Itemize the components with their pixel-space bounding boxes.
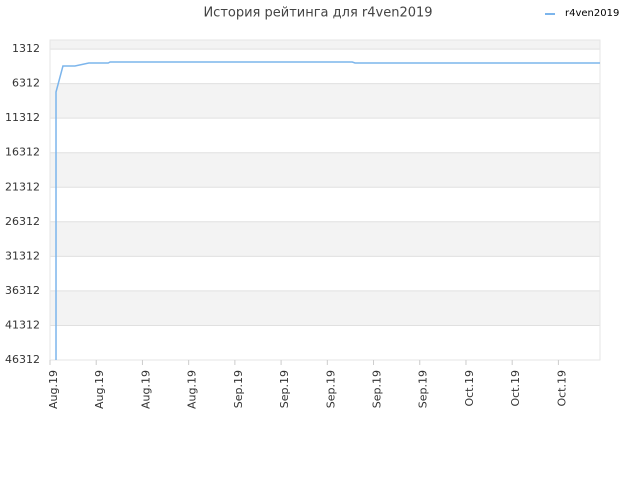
x-tick-label: Sep.19 [324, 370, 337, 408]
grid-band [50, 40, 600, 50]
y-tick-label: 1312 [12, 42, 40, 55]
x-tick-label: Sep.19 [371, 370, 384, 408]
y-tick-label: 36312 [5, 284, 40, 297]
y-tick-label: 16312 [5, 146, 40, 159]
y-tick-label: 6312 [12, 77, 40, 90]
x-tick-label: Oct.19 [463, 370, 476, 407]
x-tick-label: Sep.19 [278, 370, 291, 408]
plot-border [49, 39, 601, 361]
grid-band [50, 83, 600, 119]
x-tick-label: Aug.19 [93, 370, 106, 409]
legend-label: r4ven2019 [565, 8, 619, 19]
grid-band [50, 152, 600, 188]
x-tick-label: Oct.19 [555, 370, 568, 407]
y-tick-label: 11312 [5, 111, 40, 124]
y-tick-label: 26312 [5, 215, 40, 228]
y-tick-label: 46312 [5, 353, 40, 366]
x-tick-label: Sep.19 [232, 370, 245, 408]
x-tick-label: Oct.19 [509, 370, 522, 407]
y-tick-label: 31312 [5, 249, 40, 262]
chart-title: История рейтинга для r4ven2019 [203, 6, 432, 21]
x-tick-label: Aug.19 [139, 370, 152, 409]
grid-band [50, 290, 600, 326]
y-tick-label: 41312 [5, 318, 40, 331]
x-tick-label: Sep.19 [417, 370, 430, 408]
x-tick-label: Aug.19 [47, 370, 60, 409]
y-tick-label: 21312 [5, 180, 40, 193]
grid-band [50, 221, 600, 257]
x-tick-label: Aug.19 [186, 370, 199, 409]
line [55, 61, 600, 360]
